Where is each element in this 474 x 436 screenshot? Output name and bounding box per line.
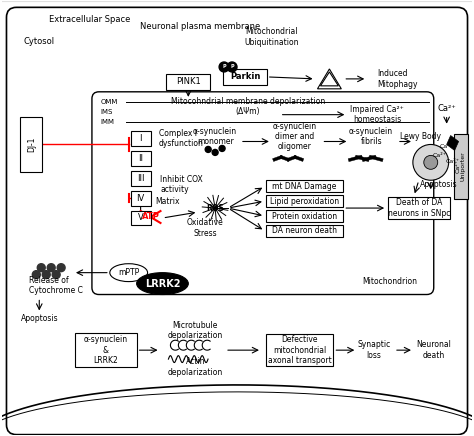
Ellipse shape: [110, 264, 147, 282]
Text: Defective
mitochondrial
axonal transport: Defective mitochondrial axonal transport: [268, 335, 331, 365]
Text: Lewy Body: Lewy Body: [401, 133, 441, 142]
Polygon shape: [286, 155, 297, 161]
FancyBboxPatch shape: [131, 171, 151, 186]
Text: Apoptosis: Apoptosis: [420, 180, 457, 189]
FancyBboxPatch shape: [388, 197, 450, 219]
FancyBboxPatch shape: [131, 211, 151, 225]
Polygon shape: [362, 155, 376, 162]
Circle shape: [42, 271, 50, 279]
Circle shape: [219, 62, 229, 72]
Text: I: I: [139, 134, 142, 143]
Polygon shape: [280, 155, 290, 161]
Polygon shape: [355, 155, 369, 162]
Circle shape: [32, 271, 40, 279]
Text: Neuronal
death: Neuronal death: [416, 341, 451, 360]
Text: Protein oxidation: Protein oxidation: [272, 211, 337, 221]
Circle shape: [37, 264, 45, 272]
Text: Mitochondrion: Mitochondrion: [362, 276, 417, 286]
Text: Synaptic
loss: Synaptic loss: [357, 341, 391, 360]
Circle shape: [219, 146, 225, 151]
Text: IMM: IMM: [101, 119, 115, 125]
Circle shape: [212, 150, 218, 155]
Text: Ca²⁺: Ca²⁺: [440, 144, 454, 149]
Circle shape: [47, 264, 55, 272]
Text: Oxidative
Stress: Oxidative Stress: [187, 218, 224, 238]
Text: Ca²⁺: Ca²⁺: [433, 153, 447, 158]
Text: Ca²⁺: Ca²⁺: [446, 159, 460, 164]
Text: Parkin: Parkin: [230, 72, 260, 82]
FancyBboxPatch shape: [166, 74, 210, 90]
Text: Ca²⁺
Uniporter: Ca²⁺ Uniporter: [455, 151, 466, 181]
Text: Actin
depolarization: Actin depolarization: [168, 358, 223, 377]
Polygon shape: [293, 155, 304, 161]
FancyBboxPatch shape: [266, 195, 343, 207]
Text: DJ-1: DJ-1: [27, 137, 36, 152]
FancyBboxPatch shape: [92, 92, 434, 294]
Text: III: III: [137, 174, 145, 183]
FancyBboxPatch shape: [454, 134, 467, 199]
FancyBboxPatch shape: [131, 151, 151, 166]
Text: Complex I
dysfunction: Complex I dysfunction: [158, 129, 203, 148]
Text: ATP: ATP: [142, 211, 159, 221]
Text: α-synuclein
monomer: α-synuclein monomer: [193, 127, 237, 146]
FancyBboxPatch shape: [131, 191, 151, 206]
Polygon shape: [447, 136, 458, 150]
Text: mPTP: mPTP: [118, 268, 139, 277]
Circle shape: [57, 264, 65, 272]
Polygon shape: [273, 155, 283, 161]
FancyBboxPatch shape: [223, 69, 267, 85]
FancyBboxPatch shape: [20, 117, 42, 172]
Text: ROS: ROS: [206, 204, 224, 213]
Text: Mitochondrial
Ubiquitination: Mitochondrial Ubiquitination: [245, 27, 299, 47]
FancyBboxPatch shape: [266, 225, 343, 237]
Circle shape: [424, 155, 438, 169]
Text: Induced
Mitophagy: Induced Mitophagy: [377, 69, 418, 89]
Text: Extracellular Space: Extracellular Space: [49, 15, 130, 24]
Text: IV: IV: [137, 194, 145, 203]
Text: II: II: [138, 154, 143, 163]
Text: Microtubule
depolarization: Microtubule depolarization: [168, 320, 223, 340]
Text: V: V: [138, 214, 144, 222]
Text: DA neuron death: DA neuron death: [272, 226, 337, 235]
Text: Apoptosis: Apoptosis: [20, 314, 58, 323]
FancyBboxPatch shape: [131, 131, 151, 146]
Text: PINK1: PINK1: [176, 77, 201, 86]
Text: Lipid peroxidation: Lipid peroxidation: [270, 197, 339, 206]
Text: Neuronal plasma membrane: Neuronal plasma membrane: [140, 22, 260, 31]
Text: Ca²⁺: Ca²⁺: [438, 104, 456, 113]
Text: Cytosol: Cytosol: [23, 37, 55, 46]
FancyBboxPatch shape: [266, 180, 343, 192]
Text: α-synuclein
&
LRRK2: α-synuclein & LRRK2: [84, 335, 128, 365]
Text: α-synuclein
dimer and
oligomer: α-synuclein dimer and oligomer: [273, 122, 317, 151]
Text: OMM: OMM: [101, 99, 118, 105]
Text: Release of
Cytochrome C: Release of Cytochrome C: [29, 276, 83, 295]
Polygon shape: [348, 155, 362, 162]
FancyBboxPatch shape: [266, 334, 333, 366]
Polygon shape: [369, 155, 383, 162]
Circle shape: [227, 62, 237, 72]
Text: P: P: [222, 65, 226, 69]
Text: IMS: IMS: [101, 109, 113, 115]
Text: Impaired Ca²⁺
homeostasis: Impaired Ca²⁺ homeostasis: [350, 105, 404, 124]
Text: Death of DA
neurons in SNpc: Death of DA neurons in SNpc: [388, 198, 450, 218]
FancyBboxPatch shape: [266, 210, 343, 222]
FancyBboxPatch shape: [75, 333, 137, 367]
Text: α-synuclein
fibrils: α-synuclein fibrils: [349, 127, 393, 146]
Text: Matrix: Matrix: [155, 197, 180, 206]
Text: Inhibit COX
activity: Inhibit COX activity: [161, 174, 203, 194]
Circle shape: [205, 146, 211, 153]
Text: P: P: [230, 65, 234, 69]
Text: LRRK2: LRRK2: [145, 279, 180, 289]
Text: Mitocohndrial membrane depolarization
(ΔΨm): Mitocohndrial membrane depolarization (Δ…: [171, 97, 325, 116]
Text: mt DNA Damage: mt DNA Damage: [273, 182, 337, 191]
Ellipse shape: [137, 272, 188, 294]
Circle shape: [413, 144, 449, 180]
Circle shape: [52, 271, 60, 279]
FancyBboxPatch shape: [7, 7, 467, 435]
